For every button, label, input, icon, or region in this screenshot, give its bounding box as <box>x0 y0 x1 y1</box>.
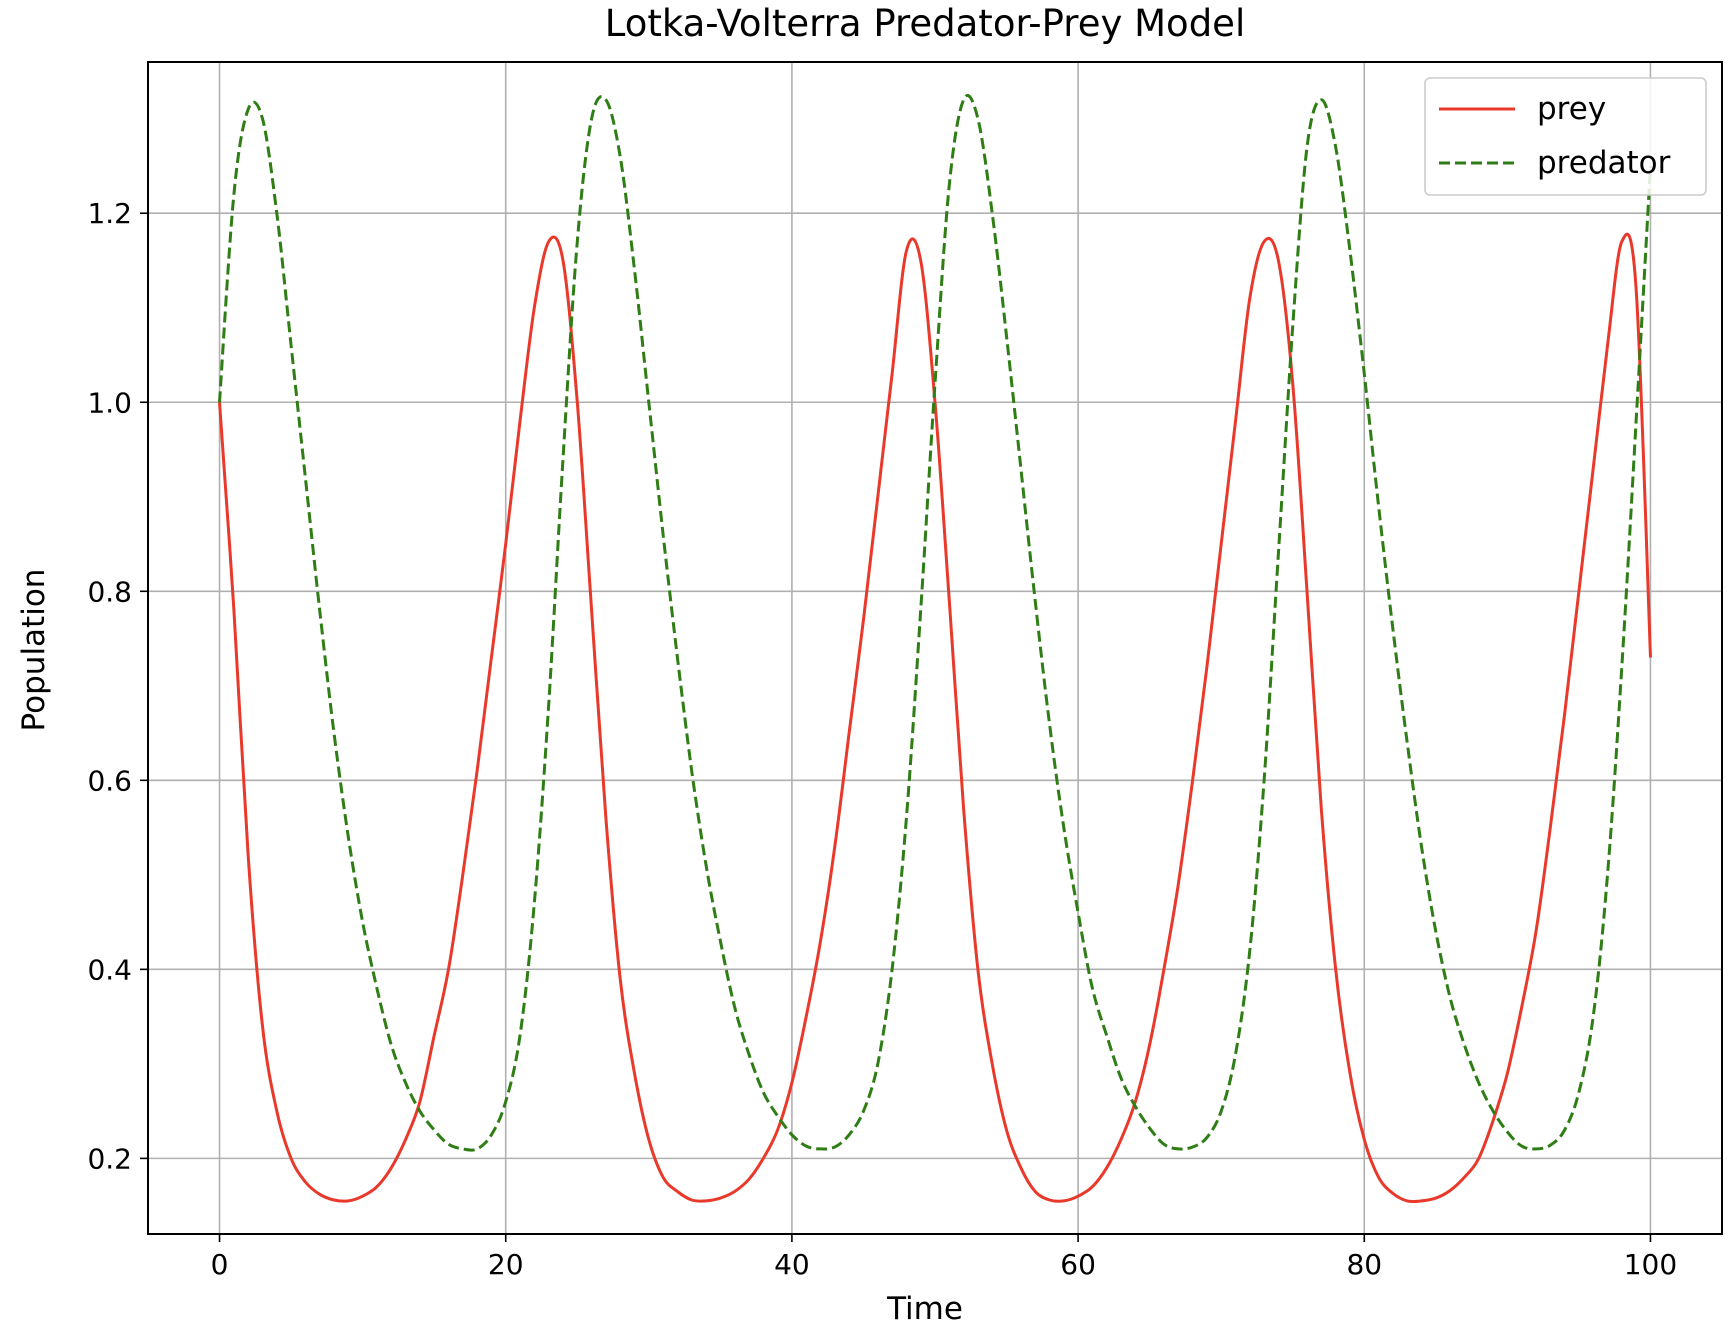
predator-series-line <box>218 93 1652 1152</box>
y-tick-label: 1.2 <box>87 197 132 230</box>
prey-series-line <box>218 232 1652 1204</box>
y-tick-label: 0.4 <box>87 953 132 986</box>
y-axis-label: Population <box>16 569 52 732</box>
chart-title: Lotka-Volterra Predator-Prey Model <box>605 2 1245 45</box>
legend-box <box>1424 77 1707 196</box>
prey-legend-label: prey <box>1537 91 1606 127</box>
legend: prey predator <box>1424 77 1707 196</box>
y-tick-label: 1.0 <box>87 386 132 419</box>
x-tick-label: 60 <box>1060 1248 1096 1281</box>
x-tick-label: 100 <box>1624 1248 1677 1281</box>
series-layer <box>218 93 1652 1204</box>
x-tick-label: 20 <box>488 1248 524 1281</box>
x-tick-label: 40 <box>774 1248 810 1281</box>
y-tick-label: 0.8 <box>87 575 132 608</box>
x-tick-label: 80 <box>1346 1248 1382 1281</box>
predator-legend-label: predator <box>1537 145 1671 181</box>
y-tick-label: 0.2 <box>87 1142 132 1175</box>
y-tick-label: 0.6 <box>87 764 132 797</box>
plot-frame <box>147 61 1723 1235</box>
x-tick-label: 0 <box>211 1248 229 1281</box>
x-axis-label: Time <box>886 1291 963 1327</box>
ticks: 0 20 40 60 80 100 0.2 0.4 0.6 0.8 1.0 1.2 <box>87 197 1677 1281</box>
